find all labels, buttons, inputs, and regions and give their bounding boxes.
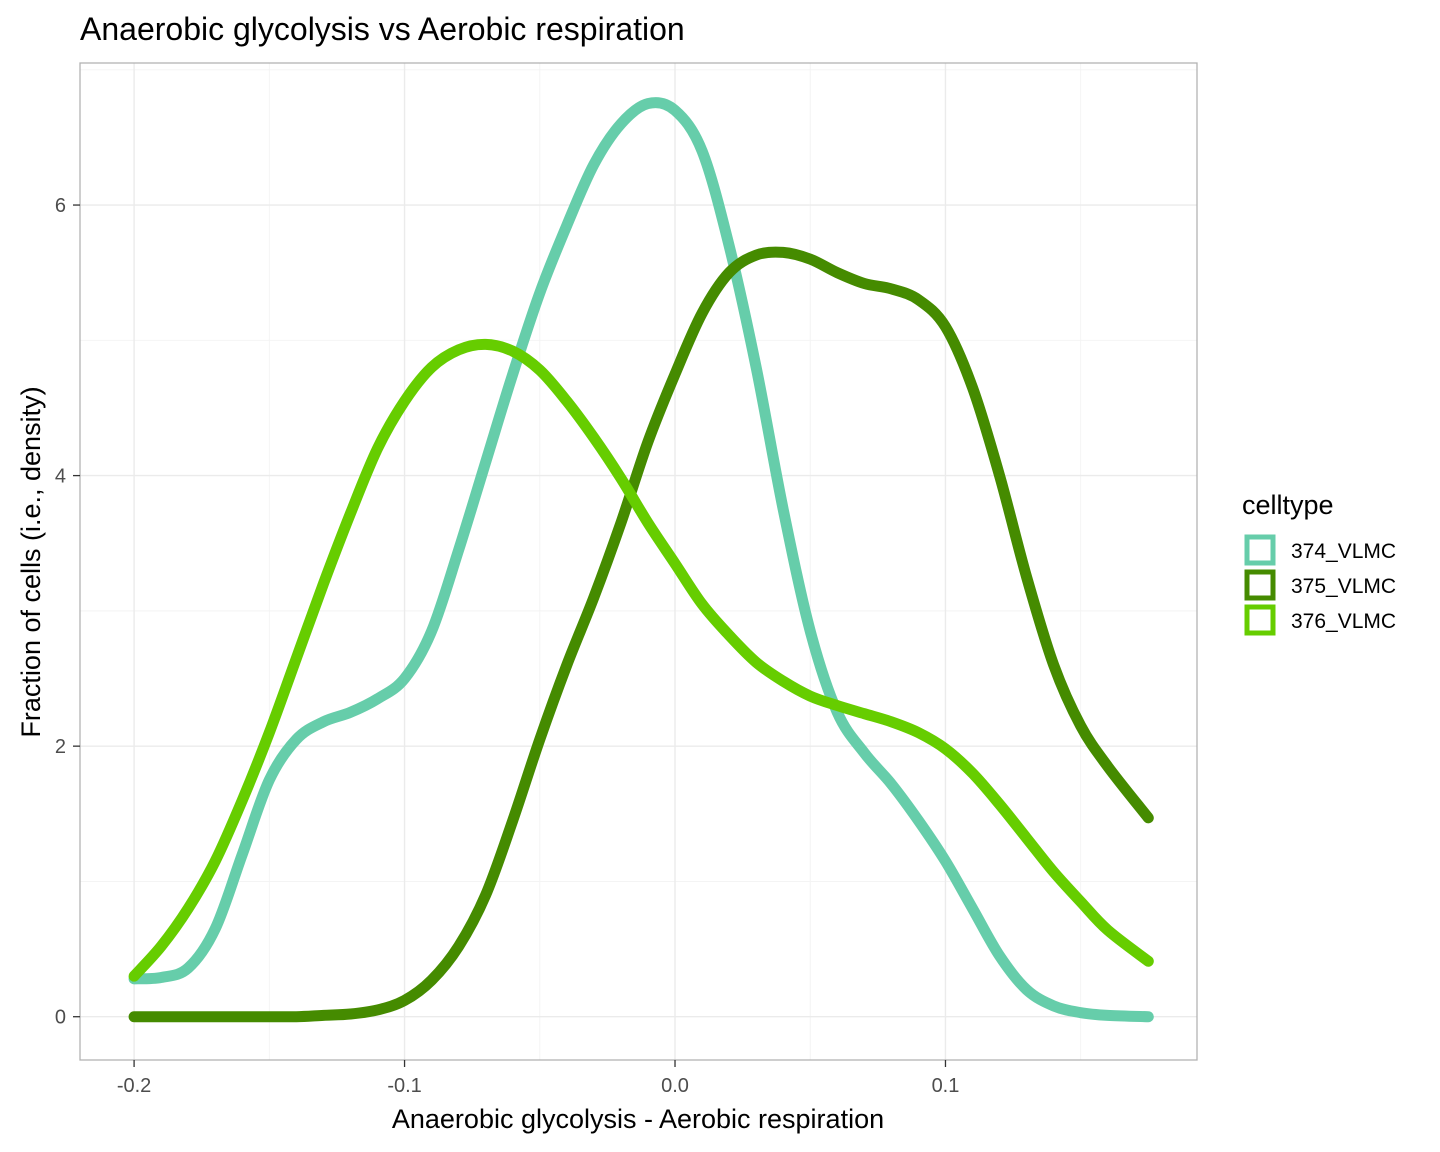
legend-label: 374_VLMC bbox=[1291, 540, 1396, 563]
density-curve-375_VLMC bbox=[128, 246, 1154, 1023]
y-tick-label: 2 bbox=[55, 736, 66, 758]
legend-title: celltype bbox=[1242, 490, 1334, 520]
x-tick-label: 0.0 bbox=[661, 1075, 689, 1097]
y-axis: 0 2 4 6 bbox=[55, 195, 80, 1029]
x-tick-label: -0.1 bbox=[387, 1075, 421, 1097]
y-tick-label: 6 bbox=[55, 195, 66, 217]
x-tick-label: 0.1 bbox=[932, 1075, 960, 1097]
x-tick-label: -0.2 bbox=[117, 1075, 151, 1097]
grid-lines bbox=[80, 63, 1197, 1060]
y-tick-label: 4 bbox=[55, 466, 66, 488]
x-axis: -0.2 -0.1 0.0 0.1 bbox=[117, 1060, 960, 1097]
legend-items: 374_VLMC 375_VLMC 376_VLMC bbox=[1244, 534, 1396, 636]
legend-item-376_VLMC: 376_VLMC bbox=[1244, 604, 1396, 636]
legend-item-374_VLMC: 374_VLMC bbox=[1244, 534, 1396, 566]
legend-item-375_VLMC: 375_VLMC bbox=[1244, 569, 1396, 601]
density-curves bbox=[128, 97, 1154, 1023]
legend-key-swatch bbox=[1244, 569, 1276, 601]
legend-label: 375_VLMC bbox=[1291, 575, 1396, 598]
legend-label: 376_VLMC bbox=[1291, 610, 1396, 633]
x-axis-title: Anaerobic glycolysis - Aerobic respirati… bbox=[392, 1104, 884, 1134]
chart-title: Anaerobic glycolysis vs Aerobic respirat… bbox=[80, 11, 685, 47]
density-curve-376_VLMC bbox=[128, 338, 1154, 982]
y-axis-title: Fraction of cells (i.e., density) bbox=[16, 386, 46, 737]
legend: celltype 374_VLMC 375_VLMC 376_VLMC bbox=[1242, 490, 1396, 636]
y-tick-label: 0 bbox=[55, 1007, 66, 1029]
legend-key-swatch bbox=[1244, 604, 1276, 636]
density-curve-374_VLMC bbox=[128, 97, 1154, 1023]
legend-key-swatch bbox=[1244, 534, 1276, 566]
plot-panel-border bbox=[79, 62, 1198, 1061]
